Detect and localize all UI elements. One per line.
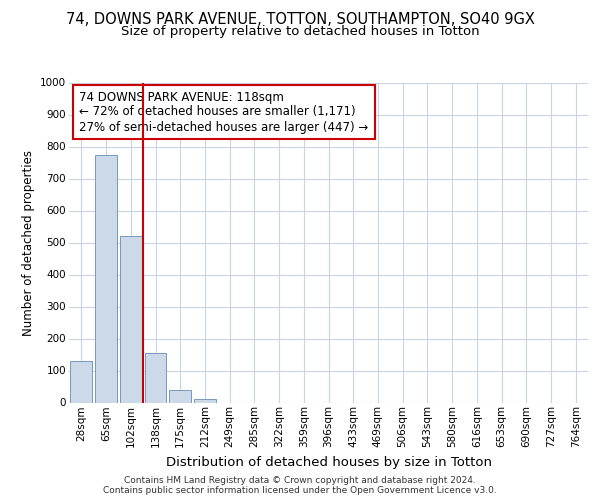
Text: Size of property relative to detached houses in Totton: Size of property relative to detached ho… [121,25,479,38]
Text: Contains HM Land Registry data © Crown copyright and database right 2024.
Contai: Contains HM Land Registry data © Crown c… [103,476,497,495]
Bar [194,398,216,402]
Y-axis label: Number of detached properties: Number of detached properties [22,150,35,336]
Bar [145,353,166,403]
Text: 74, DOWNS PARK AVENUE, TOTTON, SOUTHAMPTON, SO40 9GX: 74, DOWNS PARK AVENUE, TOTTON, SOUTHAMPT… [65,12,535,28]
Bar [70,361,92,403]
Bar [95,154,117,402]
Bar [120,236,142,402]
X-axis label: Distribution of detached houses by size in Totton: Distribution of detached houses by size … [166,456,491,468]
Text: 74 DOWNS PARK AVENUE: 118sqm
← 72% of detached houses are smaller (1,171)
27% of: 74 DOWNS PARK AVENUE: 118sqm ← 72% of de… [79,90,368,134]
Bar [169,390,191,402]
